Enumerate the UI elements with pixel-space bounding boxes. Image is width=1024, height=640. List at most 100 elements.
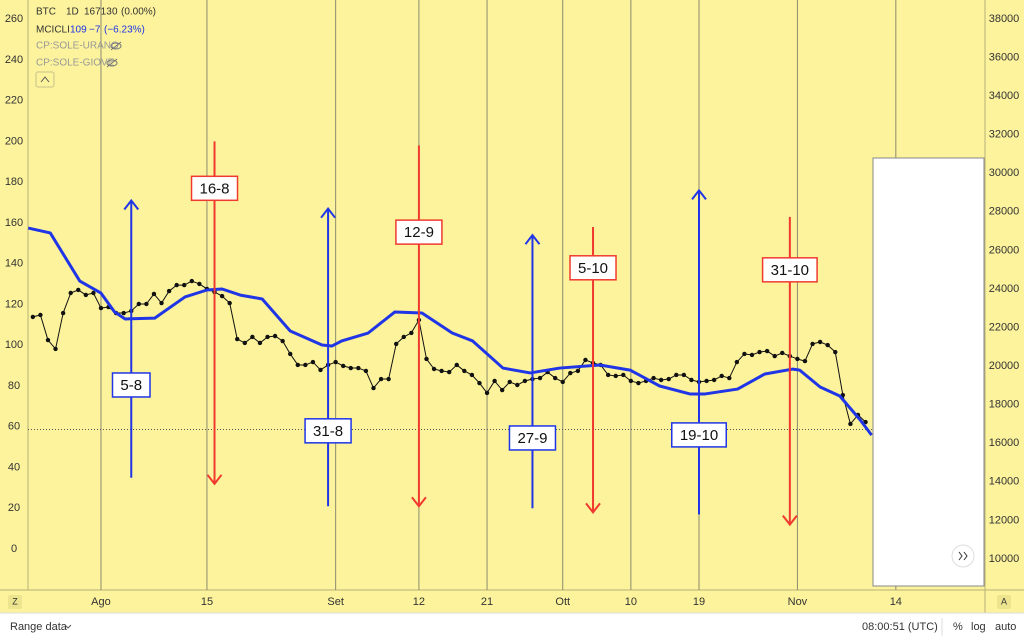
series-marker xyxy=(674,372,679,378)
series-marker xyxy=(802,358,808,364)
series-marker xyxy=(348,365,353,371)
series-marker xyxy=(636,380,641,386)
log-toggle[interactable]: log xyxy=(971,621,986,633)
series-marker xyxy=(552,375,558,381)
series-marker xyxy=(666,376,671,382)
annotation-box xyxy=(111,372,151,398)
series-marker xyxy=(848,421,853,427)
annotation-box xyxy=(761,257,818,283)
annotation-box xyxy=(395,219,443,245)
series-marker xyxy=(60,310,66,316)
series-marker xyxy=(166,288,172,294)
series-marker xyxy=(462,368,467,374)
series-marker xyxy=(605,372,611,378)
series-marker xyxy=(288,351,293,357)
legend-change-pct: (0.00%) xyxy=(121,7,156,18)
auto-scale-button[interactable] xyxy=(997,595,1011,609)
arrow-head xyxy=(782,514,798,527)
legend-study[interactable]: CP:SOLE-GIOVE xyxy=(36,58,115,69)
series-marker xyxy=(136,301,142,307)
series-marker xyxy=(333,359,338,365)
y-tick-label: 100 xyxy=(5,339,23,351)
x-tick-label: 15 xyxy=(201,596,213,608)
series-marker xyxy=(121,310,126,316)
y2-tick-label: 18000 xyxy=(989,399,1020,411)
y-tick-label: 20 xyxy=(8,502,20,514)
series-marker xyxy=(825,342,830,348)
series-marker xyxy=(280,338,285,344)
series-marker xyxy=(53,346,58,352)
annotations: 5-8 16-8 31-8 12-9 27-9 5-10 19-10 31-10 xyxy=(111,141,818,527)
series-marker xyxy=(83,292,89,298)
legend: BTC 1D 16713 0 (0.00%) MCICLI 109 −7 (−6… xyxy=(35,7,156,88)
series-marker xyxy=(197,281,202,287)
annotation-label: 16-8 xyxy=(200,180,230,197)
arrow-head xyxy=(206,474,223,486)
series-marker xyxy=(272,333,278,339)
series-marker xyxy=(704,378,709,384)
scroll-button[interactable] xyxy=(951,544,975,568)
series-marker xyxy=(810,341,815,347)
x-tick-label: Nov xyxy=(788,596,808,608)
series-marker xyxy=(371,385,376,391)
zoom-label: Z xyxy=(12,596,18,606)
x-tick-label: 14 xyxy=(890,596,902,608)
collapse-button[interactable] xyxy=(35,71,55,88)
arrow-head xyxy=(524,233,541,245)
series-marker xyxy=(477,380,482,386)
collapse-icon xyxy=(40,76,50,83)
series-marker xyxy=(45,337,51,343)
series-marker xyxy=(219,293,225,299)
y2-tick-label: 36000 xyxy=(989,51,1020,63)
x-tick-label: 12 xyxy=(413,596,425,608)
series-marker xyxy=(227,300,232,306)
series-marker xyxy=(182,282,187,288)
y-tick-label: 240 xyxy=(5,54,23,66)
legend-symbol: BTC xyxy=(36,7,56,18)
series-marker xyxy=(38,312,43,318)
annotation-label: 12-9 xyxy=(404,224,434,241)
range-button[interactable]: Range data xyxy=(10,621,68,633)
arrow-head xyxy=(411,496,427,508)
legend-price: 16713 xyxy=(84,7,112,18)
annotation-box xyxy=(508,425,557,451)
series-marker xyxy=(91,290,96,296)
y2-tick-label: 22000 xyxy=(989,321,1020,333)
y2-tick-label: 34000 xyxy=(989,90,1020,102)
legend-interval: 1D xyxy=(66,7,79,18)
series-marker xyxy=(98,305,104,311)
series-marker xyxy=(250,334,255,340)
series-marker xyxy=(689,377,694,383)
bottom-toolbar xyxy=(0,613,1024,640)
series-marker xyxy=(303,362,308,368)
y2-tick-label: 32000 xyxy=(989,129,1020,141)
series-marker xyxy=(651,375,656,381)
legend-study[interactable]: CP:SOLE-URANO xyxy=(36,41,119,52)
annotation-label: 31-10 xyxy=(771,262,809,279)
y2-tick-label: 30000 xyxy=(989,167,1020,179)
series-marker xyxy=(174,282,179,288)
series-marker xyxy=(401,334,406,340)
eye-off-icon[interactable] xyxy=(106,58,118,68)
series-marker xyxy=(757,349,762,355)
zoom-button[interactable] xyxy=(8,595,22,609)
y-tick-label: 220 xyxy=(5,95,23,107)
y-tick-label: 40 xyxy=(8,461,20,473)
series-marker xyxy=(711,377,717,383)
auto-toggle[interactable]: auto xyxy=(995,621,1016,633)
range-caret xyxy=(64,624,72,629)
eye-off-icon[interactable] xyxy=(110,41,122,51)
arrow-head xyxy=(320,207,336,219)
y-tick-label: 260 xyxy=(5,13,23,25)
series-marker xyxy=(439,368,444,374)
series-marker xyxy=(242,340,248,346)
auto-scale-label: A xyxy=(1001,596,1007,606)
percent-toggle[interactable]: % xyxy=(953,621,963,633)
series-marker xyxy=(560,379,565,385)
series-marker xyxy=(795,356,800,362)
y-tick-label: 80 xyxy=(8,380,20,392)
series-marker xyxy=(780,350,785,356)
series-marker xyxy=(159,300,164,306)
series-marker xyxy=(454,362,459,368)
annotation-box xyxy=(190,175,239,202)
